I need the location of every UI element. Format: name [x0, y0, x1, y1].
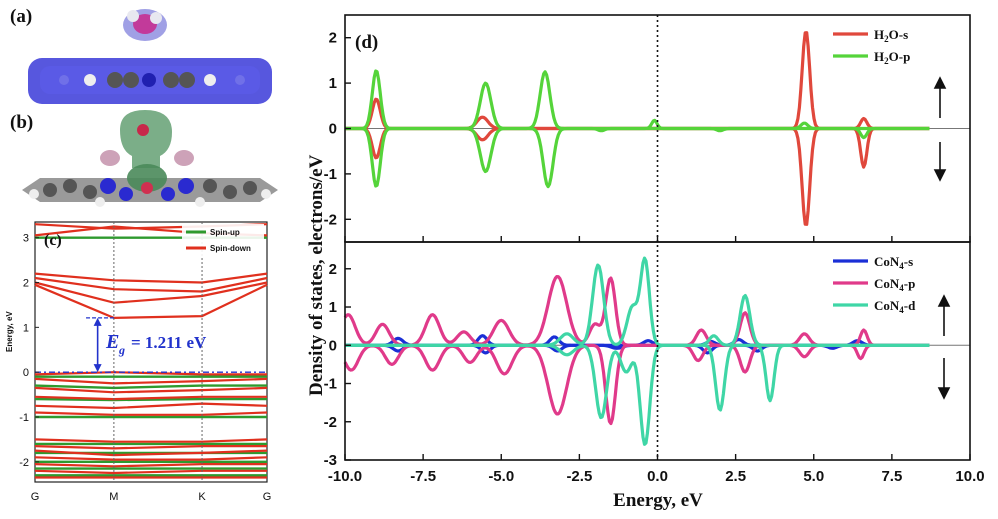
dos-curve-h2o-p-up — [344, 69, 930, 131]
y-tick-label: -2 — [324, 211, 337, 228]
kpoint-label: G — [263, 491, 272, 503]
band-structure-panel: 3 2 1 0 -1 -2 G M K G (c) Spin-up Spin-down E g =… — [5, 221, 272, 503]
band-line-spin-down — [34, 438, 268, 443]
kpoint-label: K — [198, 491, 206, 503]
band-line-spin-down — [34, 281, 268, 304]
legend-con4-p: CoN4-p — [874, 276, 915, 293]
x-tick-label: 0.0 — [647, 468, 668, 485]
gap-symbol: E — [105, 331, 119, 353]
band-y-tick-label: -2 — [19, 457, 29, 469]
y-tick-label: 1 — [329, 75, 337, 92]
dos-curve-con4-d-down — [344, 343, 930, 446]
band-line-spin-down — [34, 386, 268, 394]
band-y-axis-title: Energy, eV — [5, 311, 14, 352]
x-tick-label: 10.0 — [955, 468, 984, 485]
y-tick-label: -3 — [324, 452, 337, 469]
arrow-up-icon — [933, 76, 947, 118]
x-tick-label: 7.5 — [881, 468, 902, 485]
panel-label-a: (a) — [10, 6, 32, 27]
band-line-spin-up — [34, 397, 267, 402]
band-y-tick-label: 3 — [23, 233, 29, 245]
y-tick-label: -1 — [324, 376, 337, 393]
band-y-tick-label: -1 — [19, 412, 29, 424]
band-line-spin-down — [34, 456, 268, 461]
x-tick-label: 5.0 — [803, 468, 824, 485]
molecule-a-icon — [28, 9, 272, 104]
band-line-spin-down — [34, 377, 268, 385]
band-line-spin-down — [34, 395, 267, 401]
band-line-spin-down — [34, 445, 267, 450]
y-tick-label: 0 — [329, 121, 337, 138]
band-line-spin-down — [34, 402, 268, 410]
y-tick-label: 1 — [329, 299, 337, 316]
panel-label-c: (c) — [44, 232, 62, 249]
dos-panel: 2 1 0 -1 -2 2 1 0 -1 -2 -3-10.0 -7.5 -5.0 -2.5 0.0 2.5 5… — [306, 14, 985, 511]
x-tick-label: -7.5 — [410, 468, 436, 485]
dos-curve-h2o-p-down — [344, 126, 930, 189]
band-line-spin-up — [34, 384, 267, 390]
band-line-spin-down — [34, 449, 268, 457]
spin-arrows — [933, 76, 951, 400]
gap-value-label: = 1.211 eV — [131, 333, 207, 352]
arrow-down-icon — [933, 142, 947, 182]
band-gap-annotation: E g = 1.211 eV — [105, 331, 207, 357]
band-line-spin-down — [34, 272, 268, 284]
dos-curve-con4-d-up — [344, 256, 930, 347]
dos-curve-h2o-s-up — [344, 31, 930, 131]
legend-spin-up: Spin-up — [210, 228, 240, 237]
kpoint-label: G — [31, 491, 40, 503]
dos-y-axis-title: Density of states, electrons/eV — [306, 154, 327, 396]
x-tick-label: -2.5 — [566, 468, 592, 485]
x-tick-label: -10.0 — [328, 468, 362, 485]
x-tick-label: 2.5 — [725, 468, 746, 485]
y-tick-label: 0 — [329, 337, 337, 354]
gap-arrow-head-up — [93, 317, 102, 326]
y-tick-label: 2 — [329, 30, 337, 47]
band-line-spin-down — [34, 283, 268, 320]
arrow-up-icon — [937, 294, 951, 336]
legend-con4-s: CoN4-s — [874, 254, 913, 271]
legend-h2o-s: H2O-s — [874, 27, 908, 44]
dos-curve-con4-p-up — [343, 275, 930, 347]
panel-label-b: (b) — [10, 112, 33, 133]
arrow-down-icon — [937, 358, 951, 400]
gap-arrow-head-down — [93, 364, 102, 373]
molecule-b-icon — [22, 110, 278, 207]
band-y-tick-label: 2 — [23, 278, 29, 290]
legend-h2o-p: H2O-p — [874, 49, 910, 66]
band-y-tick-label: 0 — [23, 367, 29, 379]
band-line-spin-down — [34, 411, 268, 416]
band-line-spin-down — [34, 371, 267, 376]
y-tick-label: -1 — [324, 166, 337, 183]
y-tick-label: -2 — [324, 414, 337, 431]
legend-con4-d: CoN4-d — [874, 298, 916, 315]
band-y-tick-label: 1 — [23, 322, 29, 334]
panel-label-d: (d) — [355, 32, 378, 53]
band-line-spin-down — [34, 463, 267, 468]
legend-spin-down: Spin-down — [210, 244, 251, 253]
dos-x-axis-title: Energy, eV — [613, 490, 703, 511]
kpoint-label: M — [109, 491, 118, 503]
band-line-spin-down — [34, 276, 268, 293]
dos-curve-h2o-s-down — [344, 126, 930, 226]
band-line-spin-down — [34, 469, 267, 475]
band-legend: Spin-up Spin-down — [182, 224, 264, 258]
y-tick-label: 2 — [329, 261, 337, 278]
band-frame — [34, 221, 268, 483]
gap-subscript: g — [118, 343, 125, 357]
x-tick-label: -5.0 — [488, 468, 514, 485]
